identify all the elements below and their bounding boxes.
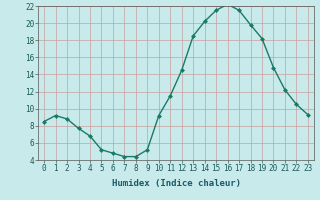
X-axis label: Humidex (Indice chaleur): Humidex (Indice chaleur) [111,179,241,188]
